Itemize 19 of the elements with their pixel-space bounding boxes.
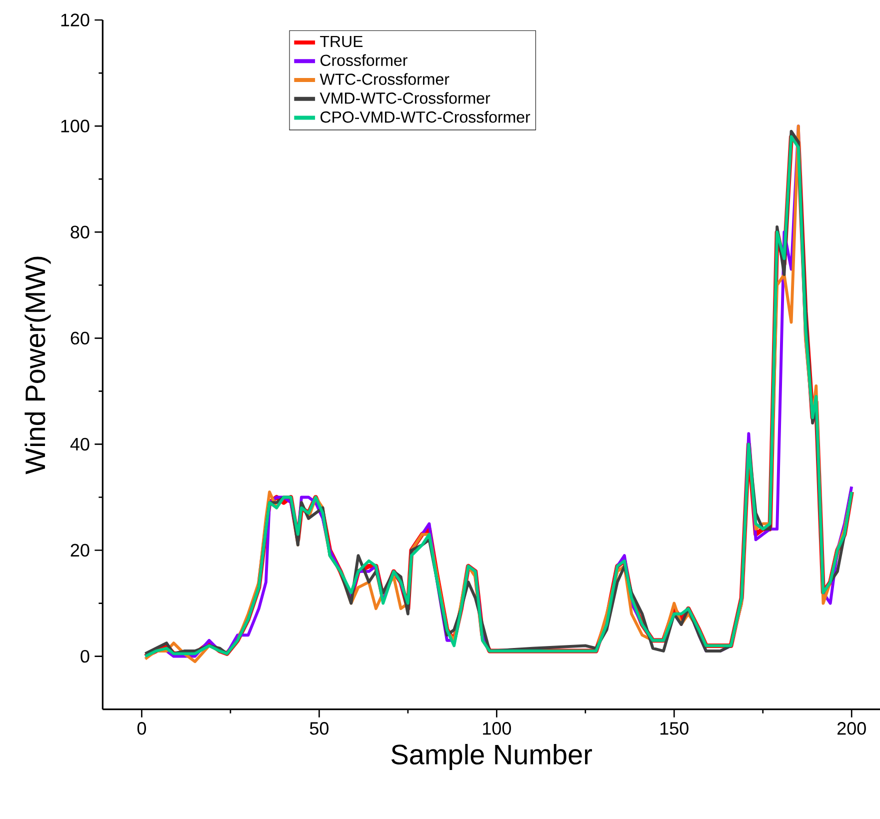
x-tick-label: 100 <box>483 722 511 735</box>
x-tick-label: 50 <box>310 722 328 735</box>
y-tick-label: 20 <box>70 544 90 557</box>
y-tick-label: 100 <box>61 120 90 133</box>
legend-label: CPO-VMD-WTC-Crossformer <box>320 111 530 123</box>
legend-label: Crossformer <box>320 54 408 66</box>
legend-label: VMD-WTC-Crossformer <box>320 92 490 104</box>
y-tick-label: 40 <box>70 438 90 451</box>
y-tick-label: 60 <box>70 332 90 345</box>
y-tick-label: 0 <box>80 650 90 663</box>
y-axis-title: Wind Power(MW) <box>24 256 51 474</box>
y-tick-label: 80 <box>70 226 90 239</box>
x-axis-title: Sample Number <box>391 744 592 770</box>
x-tick-label: 150 <box>660 722 688 735</box>
x-tick-label: 0 <box>137 722 146 735</box>
legend-label: WTC-Crossformer <box>320 73 450 86</box>
y-tick-label: 120 <box>61 14 90 27</box>
legend-label: TRUE <box>320 36 363 48</box>
x-tick-label: 200 <box>838 722 866 735</box>
